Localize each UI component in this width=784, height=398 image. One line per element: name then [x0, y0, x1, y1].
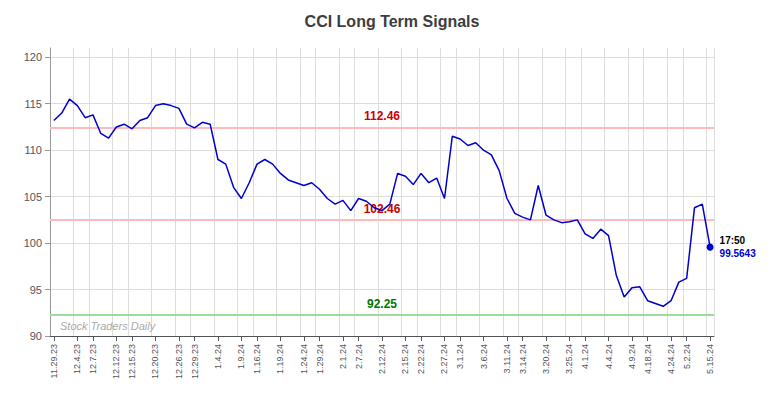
svg-text:120: 120: [24, 51, 42, 63]
svg-text:2.22.24: 2.22.24: [416, 344, 426, 374]
svg-text:1.4.24: 1.4.24: [213, 344, 223, 369]
svg-text:95: 95: [30, 284, 42, 296]
svg-text:12.4.23: 12.4.23: [72, 344, 82, 374]
svg-text:102.46: 102.46: [363, 202, 401, 217]
svg-text:2.15.24: 2.15.24: [400, 344, 410, 374]
svg-text:4.9.24: 4.9.24: [627, 344, 637, 369]
svg-text:12.26.23: 12.26.23: [174, 344, 184, 379]
svg-text:90: 90: [30, 330, 42, 342]
svg-text:4.1.24: 4.1.24: [580, 344, 590, 369]
svg-text:12.20.23: 12.20.23: [150, 344, 160, 379]
svg-text:100: 100: [24, 237, 42, 249]
svg-text:3.25.24: 3.25.24: [564, 344, 574, 374]
svg-text:Stock Traders Daily: Stock Traders Daily: [60, 320, 157, 332]
svg-text:3.6.24: 3.6.24: [479, 344, 489, 369]
svg-text:3.14.24: 3.14.24: [518, 344, 528, 374]
svg-text:2.27.24: 2.27.24: [439, 344, 449, 374]
svg-text:4.4.24: 4.4.24: [604, 344, 614, 369]
svg-text:12.15.23: 12.15.23: [127, 344, 137, 379]
svg-text:115: 115: [24, 98, 42, 110]
svg-text:12.12.23: 12.12.23: [111, 344, 121, 379]
svg-text:99.5643: 99.5643: [720, 248, 757, 259]
svg-text:1.9.24: 1.9.24: [236, 344, 246, 369]
svg-text:1.29.24: 1.29.24: [315, 344, 325, 374]
svg-text:11.29.23: 11.29.23: [49, 344, 59, 378]
svg-text:CCI Long Term Signals: CCI Long Term Signals: [305, 13, 480, 30]
svg-text:5.2.24: 5.2.24: [682, 344, 692, 369]
svg-text:92.25: 92.25: [367, 297, 397, 311]
svg-text:2.12.24: 2.12.24: [377, 344, 387, 374]
svg-text:3.11.24: 3.11.24: [502, 344, 512, 373]
svg-text:4.18.24: 4.18.24: [643, 344, 653, 374]
svg-text:2.7.24: 2.7.24: [354, 344, 364, 369]
svg-text:12.7.23: 12.7.23: [88, 344, 98, 374]
svg-text:110: 110: [24, 144, 42, 156]
svg-text:1.16.24: 1.16.24: [252, 344, 262, 374]
svg-text:4.24.24: 4.24.24: [666, 344, 676, 374]
svg-text:112.46: 112.46: [364, 109, 400, 123]
svg-text:3.1.24: 3.1.24: [455, 344, 465, 369]
svg-text:3.20.24: 3.20.24: [541, 344, 551, 374]
svg-text:12.29.23: 12.29.23: [190, 344, 200, 379]
svg-text:2.1.24: 2.1.24: [338, 344, 348, 369]
svg-text:105: 105: [24, 191, 42, 203]
svg-text:17:50: 17:50: [720, 235, 746, 246]
svg-text:5.15.24: 5.15.24: [705, 344, 715, 374]
svg-text:1.19.24: 1.19.24: [275, 344, 285, 374]
svg-text:1.24.24: 1.24.24: [299, 344, 309, 374]
